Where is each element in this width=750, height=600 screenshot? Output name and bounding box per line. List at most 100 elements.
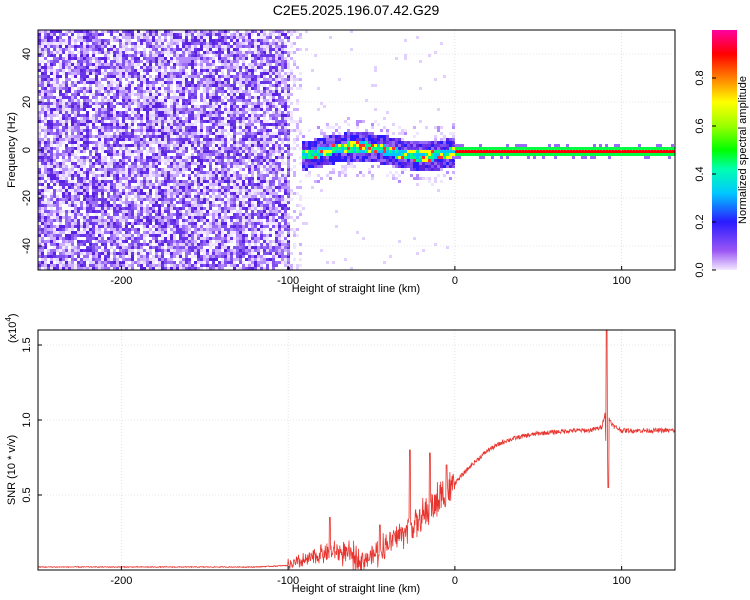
heatmap-cell bbox=[50, 198, 53, 201]
heatmap-cell bbox=[188, 243, 191, 246]
heatmap-cell bbox=[155, 180, 158, 183]
heatmap-cell bbox=[143, 267, 146, 270]
heatmap-cell bbox=[170, 186, 173, 189]
heatmap-cell bbox=[173, 129, 176, 132]
heatmap-cell bbox=[119, 39, 122, 42]
heatmap-cell bbox=[128, 147, 131, 150]
heatmap-cell bbox=[149, 216, 152, 219]
heatmap-cell bbox=[137, 207, 140, 210]
heatmap-cell bbox=[137, 39, 140, 42]
heatmap-cell bbox=[146, 180, 149, 183]
heatmap-cell bbox=[173, 57, 176, 60]
heatmap-cell bbox=[158, 267, 161, 270]
heatmap-cell bbox=[50, 33, 53, 36]
heatmap-cell bbox=[74, 249, 77, 252]
heatmap-cell bbox=[149, 180, 152, 183]
heatmap-cell bbox=[239, 84, 242, 87]
heatmap-cell bbox=[173, 42, 176, 45]
heatmap-cell bbox=[140, 117, 143, 120]
heatmap-cell bbox=[74, 213, 77, 216]
heatmap-cell bbox=[113, 222, 116, 225]
heatmap-cell bbox=[140, 81, 143, 84]
heatmap-cell bbox=[173, 69, 176, 72]
heatmap-cell bbox=[62, 165, 65, 168]
heatmap-cell bbox=[242, 177, 245, 180]
heatmap-cell bbox=[179, 210, 182, 213]
heatmap-cell bbox=[71, 93, 74, 96]
heatmap-cell bbox=[44, 78, 47, 81]
heatmap-cell bbox=[209, 81, 212, 84]
heatmap-cell bbox=[185, 228, 188, 231]
heatmap-cell bbox=[41, 99, 44, 102]
heatmap-cell bbox=[53, 249, 56, 252]
heatmap-cell bbox=[122, 99, 125, 102]
heatmap-cell bbox=[164, 66, 167, 69]
heatmap-cell bbox=[98, 138, 101, 141]
heatmap-cell bbox=[47, 54, 50, 57]
heatmap-cell bbox=[77, 195, 80, 198]
heatmap-cell bbox=[152, 69, 155, 72]
heatmap-cell bbox=[137, 69, 140, 72]
heatmap-cell bbox=[209, 129, 212, 132]
heatmap-cell bbox=[167, 168, 170, 171]
heatmap-cell bbox=[44, 162, 47, 165]
heatmap-cell bbox=[161, 132, 164, 135]
heatmap-cell bbox=[98, 246, 101, 249]
heatmap-cell bbox=[251, 177, 254, 180]
heatmap-cell bbox=[173, 162, 176, 165]
heatmap-cell bbox=[38, 156, 41, 159]
heatmap-cell bbox=[185, 258, 188, 261]
heatmap-cell bbox=[179, 96, 182, 99]
heatmap-cell bbox=[68, 159, 71, 162]
heatmap-cell bbox=[236, 117, 239, 120]
heatmap-cell bbox=[212, 132, 215, 135]
heatmap-cell bbox=[77, 36, 80, 39]
heatmap-cell bbox=[194, 228, 197, 231]
heatmap-cell bbox=[233, 150, 236, 153]
heatmap-cell bbox=[53, 96, 56, 99]
heatmap-cell bbox=[224, 219, 227, 222]
heatmap-cell bbox=[86, 111, 89, 114]
heatmap-cell bbox=[239, 120, 242, 123]
heatmap-cell bbox=[134, 117, 137, 120]
heatmap-cell bbox=[209, 252, 212, 255]
heatmap-cell bbox=[152, 66, 155, 69]
heatmap-cell bbox=[164, 111, 167, 114]
heatmap-cell bbox=[59, 237, 62, 240]
heatmap-cell bbox=[47, 198, 50, 201]
heatmap-cell bbox=[44, 33, 47, 36]
heatmap-cell bbox=[188, 225, 191, 228]
heatmap-cell bbox=[113, 36, 116, 39]
heatmap-cell bbox=[182, 39, 185, 42]
heatmap-cell bbox=[170, 162, 173, 165]
heatmap-cell bbox=[197, 114, 200, 117]
heatmap-cell bbox=[131, 60, 134, 63]
heatmap-cell bbox=[41, 69, 44, 72]
heatmap-cell bbox=[230, 249, 233, 252]
heatmap-cell bbox=[212, 192, 215, 195]
heatmap-cell bbox=[92, 150, 95, 153]
heatmap-cell bbox=[194, 54, 197, 57]
heatmap-cell bbox=[227, 75, 230, 78]
heatmap-cell bbox=[53, 255, 56, 258]
heatmap-cell bbox=[245, 267, 248, 270]
heatmap-cell bbox=[125, 159, 128, 162]
heatmap-cell bbox=[209, 108, 212, 111]
heatmap-cell bbox=[224, 210, 227, 213]
heatmap-cell bbox=[146, 261, 149, 264]
heatmap-cell bbox=[101, 258, 104, 261]
heatmap-cell bbox=[128, 171, 131, 174]
heatmap-cell bbox=[65, 255, 68, 258]
heatmap-cell bbox=[122, 63, 125, 66]
heatmap-cell bbox=[176, 222, 179, 225]
heatmap-cell bbox=[116, 183, 119, 186]
heatmap-cell bbox=[137, 222, 140, 225]
heatmap-cell bbox=[212, 30, 215, 33]
heatmap-cell bbox=[194, 117, 197, 120]
heatmap-cell bbox=[248, 147, 251, 150]
heatmap-cell bbox=[80, 222, 83, 225]
heatmap-cell bbox=[119, 45, 122, 48]
heatmap-cell bbox=[44, 174, 47, 177]
heatmap-cell bbox=[185, 87, 188, 90]
heatmap-cell bbox=[95, 135, 98, 138]
